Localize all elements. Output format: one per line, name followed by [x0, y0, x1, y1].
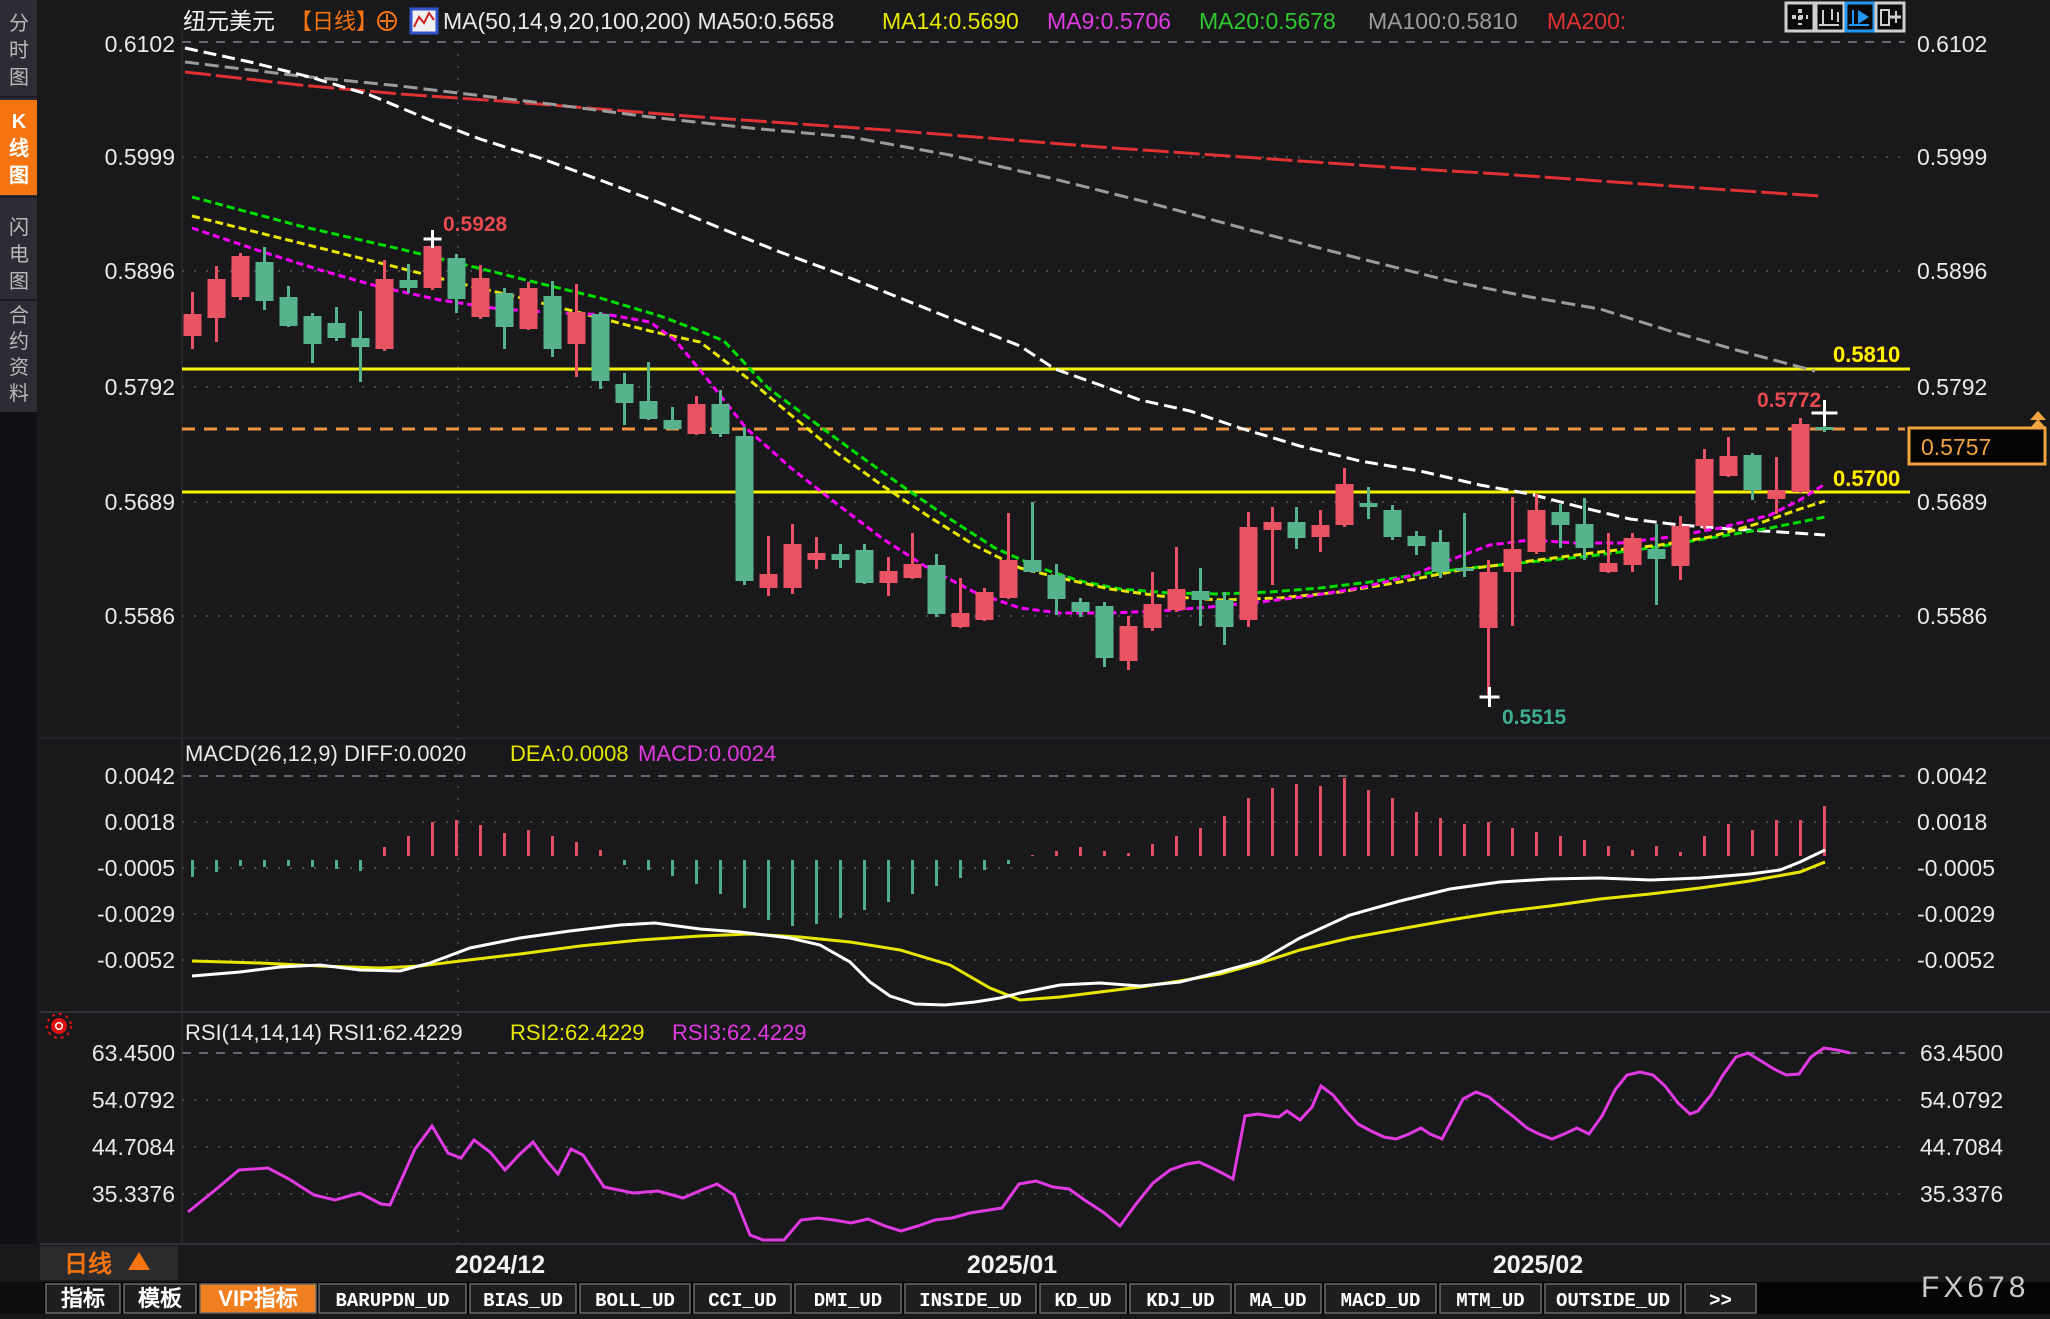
svg-text:0.0018: 0.0018 — [1917, 809, 1987, 835]
svg-text:63.4500: 63.4500 — [1920, 1040, 2003, 1066]
svg-text:KD_UD: KD_UD — [1054, 1290, 1111, 1312]
svg-text:-0.0029: -0.0029 — [97, 901, 175, 927]
svg-text:BARUPDN_UD: BARUPDN_UD — [335, 1290, 449, 1312]
svg-text:2024/12: 2024/12 — [455, 1251, 545, 1279]
svg-text:分: 分 — [9, 12, 29, 35]
svg-text:2025/01: 2025/01 — [967, 1251, 1057, 1279]
svg-text:-0.0052: -0.0052 — [97, 947, 175, 973]
svg-text:0.0042: 0.0042 — [1917, 763, 1987, 789]
svg-text:MTM_UD: MTM_UD — [1456, 1290, 1524, 1312]
svg-text:线: 线 — [9, 136, 29, 160]
svg-text:63.4500: 63.4500 — [92, 1040, 175, 1066]
svg-text:图: 图 — [9, 164, 29, 187]
svg-text:MA200:: MA200: — [1547, 8, 1626, 34]
svg-text:0.5999: 0.5999 — [105, 144, 175, 170]
svg-text:0.5772: 0.5772 — [1757, 389, 1821, 412]
svg-text:0.6102: 0.6102 — [105, 31, 175, 57]
svg-text:-0.0052: -0.0052 — [1917, 947, 1995, 973]
svg-text:0.5896: 0.5896 — [105, 258, 175, 284]
svg-text:0.0018: 0.0018 — [105, 809, 175, 835]
svg-text:MA_UD: MA_UD — [1249, 1290, 1306, 1312]
svg-text:MA9:0.5706: MA9:0.5706 — [1047, 8, 1171, 34]
svg-text:电: 电 — [9, 243, 29, 266]
svg-text:BOLL_UD: BOLL_UD — [595, 1290, 675, 1312]
svg-text:0.5586: 0.5586 — [1917, 603, 1987, 629]
svg-text:约: 约 — [9, 330, 29, 353]
svg-text:MA(50,14,9,20,100,200) MA50:0: MA(50,14,9,20,100,200) MA50:0.5658 — [443, 8, 834, 34]
svg-text:OUTSIDE_UD: OUTSIDE_UD — [1556, 1290, 1670, 1312]
svg-text:RSI(14,14,14) RSI1:62.4229: RSI(14,14,14) RSI1:62.4229 — [185, 1020, 463, 1045]
svg-text:0.5689: 0.5689 — [1917, 489, 1987, 515]
svg-text:料: 料 — [9, 382, 29, 405]
svg-text:0.5700: 0.5700 — [1833, 466, 1900, 491]
svg-text:指标: 指标 — [61, 1286, 105, 1311]
svg-text:模板: 模板 — [138, 1286, 183, 1311]
svg-text:>>: >> — [1709, 1290, 1732, 1312]
svg-text:54.0792: 54.0792 — [1920, 1087, 2003, 1113]
svg-text:【日线】: 【日线】 — [290, 9, 378, 34]
svg-text:44.7084: 44.7084 — [1920, 1134, 2003, 1160]
svg-text:RSI3:62.4229: RSI3:62.4229 — [672, 1020, 807, 1045]
svg-text:MACD(26,12,9) DIFF:0.0020: MACD(26,12,9) DIFF:0.0020 — [185, 741, 466, 766]
svg-text:0.5928: 0.5928 — [443, 213, 508, 236]
svg-text:纽元美元: 纽元美元 — [183, 8, 275, 34]
svg-text:0.5757: 0.5757 — [1921, 434, 1991, 460]
svg-text:图: 图 — [9, 67, 29, 89]
svg-text:-0.0029: -0.0029 — [1917, 901, 1995, 927]
svg-text:2025/02: 2025/02 — [1493, 1251, 1583, 1279]
svg-text:MA14:0.5690: MA14:0.5690 — [882, 8, 1019, 34]
svg-text:0.5792: 0.5792 — [105, 374, 175, 400]
svg-text:-0.0005: -0.0005 — [1917, 855, 1995, 881]
svg-text:FX678: FX678 — [1921, 1271, 2029, 1304]
svg-text:INSIDE_UD: INSIDE_UD — [919, 1290, 1022, 1312]
svg-text:0.5896: 0.5896 — [1917, 258, 1987, 284]
svg-text:0.5999: 0.5999 — [1917, 144, 1987, 170]
svg-text:日线: 日线 — [64, 1251, 112, 1278]
svg-text:MA20:0.5678: MA20:0.5678 — [1199, 8, 1336, 34]
svg-text:MACD:0.0024: MACD:0.0024 — [638, 741, 776, 766]
svg-text:MACD_UD: MACD_UD — [1341, 1290, 1421, 1312]
svg-text:K: K — [12, 111, 27, 133]
svg-text:0.5810: 0.5810 — [1833, 342, 1900, 367]
svg-text:0.5515: 0.5515 — [1502, 706, 1567, 729]
svg-text:35.3376: 35.3376 — [92, 1181, 175, 1207]
svg-text:0.0042: 0.0042 — [105, 763, 175, 789]
svg-text:0.6102: 0.6102 — [1917, 31, 1987, 57]
svg-text:CCI_UD: CCI_UD — [708, 1290, 776, 1312]
svg-text:BIAS_UD: BIAS_UD — [483, 1290, 563, 1312]
svg-text:0.5689: 0.5689 — [105, 489, 175, 515]
svg-text:RSI2:62.4229: RSI2:62.4229 — [510, 1020, 645, 1045]
svg-text:DEA:0.0008: DEA:0.0008 — [510, 741, 629, 766]
svg-text:资: 资 — [9, 356, 29, 379]
svg-text:0.5792: 0.5792 — [1917, 374, 1987, 400]
svg-text:35.3376: 35.3376 — [1920, 1181, 2003, 1207]
svg-text:合: 合 — [9, 304, 29, 327]
svg-text:54.0792: 54.0792 — [92, 1087, 175, 1113]
svg-text:44.7084: 44.7084 — [92, 1134, 175, 1160]
svg-text:KDJ_UD: KDJ_UD — [1146, 1290, 1214, 1312]
svg-text:-0.0005: -0.0005 — [97, 855, 175, 881]
svg-text:VIP指标: VIP指标 — [218, 1286, 297, 1311]
svg-text:图: 图 — [9, 271, 29, 293]
svg-text:0.5586: 0.5586 — [105, 603, 175, 629]
svg-text:DMI_UD: DMI_UD — [814, 1290, 882, 1312]
svg-text:闪: 闪 — [9, 216, 29, 239]
svg-text:时: 时 — [9, 39, 29, 62]
svg-text:MA100:0.5810: MA100:0.5810 — [1368, 8, 1518, 34]
